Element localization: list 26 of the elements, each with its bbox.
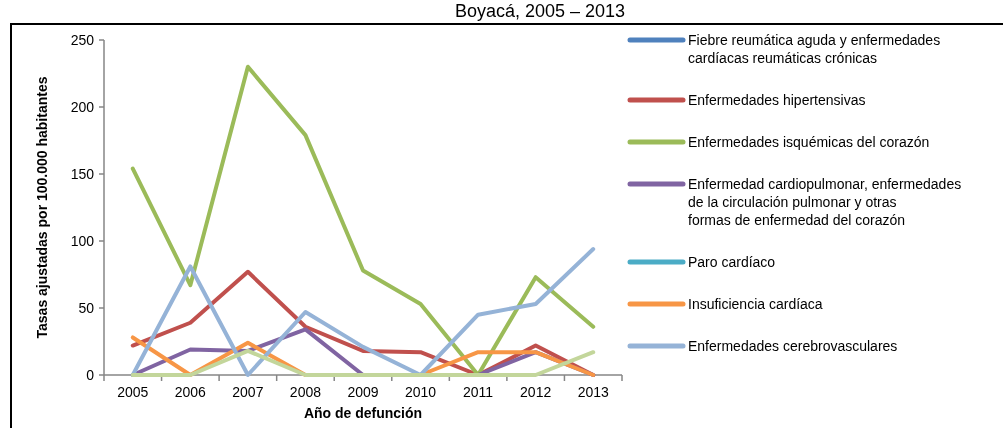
legend-label: Fiebre reumática aguda y enfermedades cardíacas reumáticas crónicas xyxy=(688,31,941,66)
y-tick-label: 150 xyxy=(70,165,95,182)
y-tick-label: 100 xyxy=(70,232,95,249)
x-axis-title: Año de defunción xyxy=(303,405,423,421)
x-tick-label: 2008 xyxy=(289,384,322,400)
x-tick-label: 2005 xyxy=(117,384,149,400)
y-tick-label: 200 xyxy=(70,98,95,115)
y-tick-label: 250 xyxy=(70,31,95,48)
x-tick-label: 2011 xyxy=(463,384,494,400)
legend-label: Enfermedad cardiopulmonar, enfermedades de la circulación pulmonar y otras formas de enfermedad del corazón xyxy=(688,175,962,228)
x-tick-label: 2010 xyxy=(404,384,437,400)
legend-label: Enfermedades isquémicas del corazón xyxy=(688,133,930,150)
x-tick-label: 2006 xyxy=(174,384,207,400)
legend-label: Enfermedades cerebrovasculares xyxy=(688,337,898,354)
legend-label: Enfermedades hipertensivas xyxy=(688,91,866,108)
y-tick-label: 50 xyxy=(78,299,95,316)
x-tick-label: 2009 xyxy=(347,384,379,400)
x-tick-label: 2007 xyxy=(232,384,264,400)
x-tick-label: 2013 xyxy=(577,384,609,400)
legend-label: Paro cardíaco xyxy=(688,253,776,270)
chart-title: Boyacá, 2005 – 2013 xyxy=(454,1,626,21)
x-tick-label: 2012 xyxy=(520,384,552,400)
y-tick-label: 0 xyxy=(86,366,95,383)
line-series xyxy=(130,247,596,377)
y-axis-title: Tasas ajustadas por 100.000 habitantes xyxy=(34,76,50,339)
legend-label: Insuficiencia cardíaca xyxy=(688,295,823,312)
